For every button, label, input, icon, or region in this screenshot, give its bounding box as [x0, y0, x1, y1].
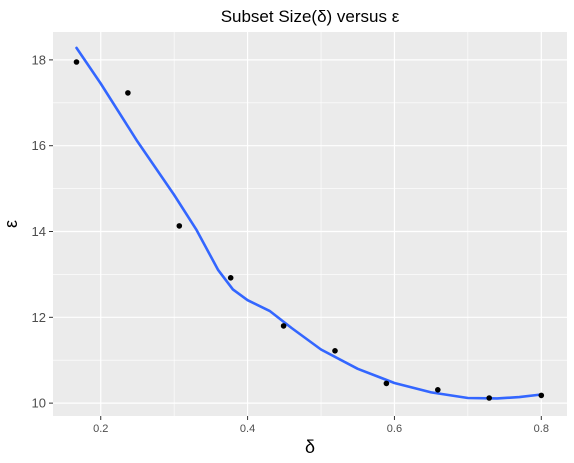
plot-panel	[53, 32, 567, 416]
chart-title: Subset Size(δ) versus ε	[221, 7, 400, 26]
data-point	[332, 348, 338, 354]
data-point	[435, 387, 441, 393]
data-point	[280, 323, 287, 329]
x-tick-label: 0.4	[240, 423, 255, 435]
minor-gridlines	[53, 32, 567, 416]
y-tick-label: 18	[32, 52, 46, 67]
major-gridlines	[53, 32, 567, 416]
x-tick-label: 0.6	[387, 423, 402, 435]
y-axis-label: ε	[1, 220, 21, 228]
data-point	[538, 392, 545, 399]
data-point	[176, 223, 183, 229]
x-axis-ticks: 0.2 0.4 0.6 0.8	[93, 416, 549, 435]
y-tick-label: 14	[32, 224, 46, 239]
x-axis-label: δ	[305, 437, 315, 457]
y-axis-ticks: 10 12 14 16 18	[32, 52, 53, 411]
data-point	[125, 90, 131, 96]
data-point	[73, 59, 80, 65]
smooth-trend-line	[75, 46, 543, 400]
data-point	[486, 395, 493, 401]
y-tick-label: 12	[32, 310, 46, 325]
y-tick-label: 16	[32, 138, 46, 153]
data-point	[227, 275, 234, 281]
x-tick-label: 0.8	[534, 423, 549, 435]
y-tick-label: 10	[32, 396, 46, 411]
x-tick-label: 0.2	[93, 423, 108, 435]
data-points	[73, 59, 545, 401]
data-point	[383, 380, 390, 387]
